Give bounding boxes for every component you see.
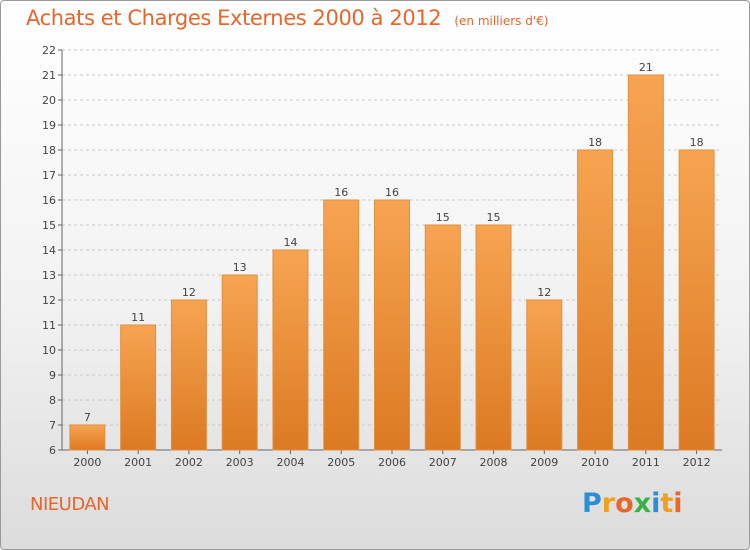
x-tick-label: 2011 [632, 456, 660, 469]
bar [475, 224, 512, 451]
bar-value-label: 21 [639, 61, 653, 74]
y-tick-label: 18 [42, 144, 56, 157]
y-tick-label: 10 [42, 344, 56, 357]
x-tick-label: 2009 [530, 456, 558, 469]
logo-letter: i [673, 488, 683, 519]
y-tick-label: 14 [42, 244, 56, 257]
y-tick-label: 9 [49, 369, 56, 382]
bars [69, 74, 715, 451]
bar-value-label: 12 [537, 286, 551, 299]
x-tick-label: 2012 [683, 456, 711, 469]
y-tick-label: 7 [49, 419, 56, 432]
x-tick-label: 2007 [429, 456, 457, 469]
y-tick-label: 8 [49, 394, 56, 407]
bar [424, 224, 461, 451]
x-tick-label: 2002 [175, 456, 203, 469]
commune-name: NIEUDAN [30, 494, 110, 515]
x-tick-label: 2001 [124, 456, 152, 469]
bar [627, 74, 664, 451]
bar [577, 149, 614, 451]
bar [120, 324, 157, 451]
bar-value-label: 18 [588, 136, 602, 149]
logo-letter: t [660, 488, 674, 519]
chart-subtitle: (en milliers d'€) [454, 14, 549, 28]
logo-letter: r [601, 488, 616, 519]
bar [526, 299, 563, 451]
labels: 6 7 8 9 10 11 12 13 14 15 16 17 18 19 20 21 22 7 2000 11 200… [42, 44, 711, 469]
y-tick-label: 15 [42, 219, 56, 232]
chart-title: Achats et Charges Externes 2000 à 2012 [26, 6, 442, 30]
x-tick-label: 2008 [480, 456, 508, 469]
y-tick-label: 13 [42, 269, 56, 282]
bar [170, 299, 207, 451]
y-tick-label: 11 [42, 319, 56, 332]
bar-value-label: 11 [131, 311, 145, 324]
bar-value-label: 16 [334, 186, 348, 199]
logo-letter: x [633, 488, 652, 519]
y-tick-label: 20 [42, 94, 56, 107]
bar-value-label: 18 [690, 136, 704, 149]
y-tick-label: 22 [42, 44, 56, 57]
bar [272, 249, 309, 451]
x-tick-label: 2010 [581, 456, 609, 469]
bar [678, 149, 715, 451]
x-tick-label: 2004 [276, 456, 304, 469]
bar-value-label: 13 [233, 261, 247, 274]
y-tick-label: 6 [49, 444, 56, 457]
logo-letter: i [651, 488, 661, 519]
bar-value-label: 15 [487, 211, 501, 224]
y-tick-label: 12 [42, 294, 56, 307]
logo-letter: o [615, 488, 634, 519]
bar-value-label: 14 [283, 236, 297, 249]
y-tick-label: 16 [42, 194, 56, 207]
bar-value-label: 16 [385, 186, 399, 199]
y-tick-label: 21 [42, 69, 56, 82]
bar [69, 424, 106, 451]
bar-value-label: 12 [182, 286, 196, 299]
bar-value-label: 15 [436, 211, 450, 224]
x-tick-label: 2005 [327, 456, 355, 469]
bar [323, 199, 360, 451]
y-tick-label: 19 [42, 119, 56, 132]
x-tick-label: 2006 [378, 456, 406, 469]
proxiti-logo[interactable]: Proxiti [582, 488, 683, 519]
bar [221, 274, 258, 451]
bar [374, 199, 410, 451]
x-tick-label: 2000 [73, 456, 101, 469]
y-tick-label: 17 [42, 169, 56, 182]
logo-letter: P [582, 488, 602, 519]
chart-title-row: Achats et Charges Externes 2000 à 2012 (… [26, 6, 548, 30]
x-tick-label: 2003 [226, 456, 254, 469]
bar-value-label: 7 [84, 411, 91, 424]
